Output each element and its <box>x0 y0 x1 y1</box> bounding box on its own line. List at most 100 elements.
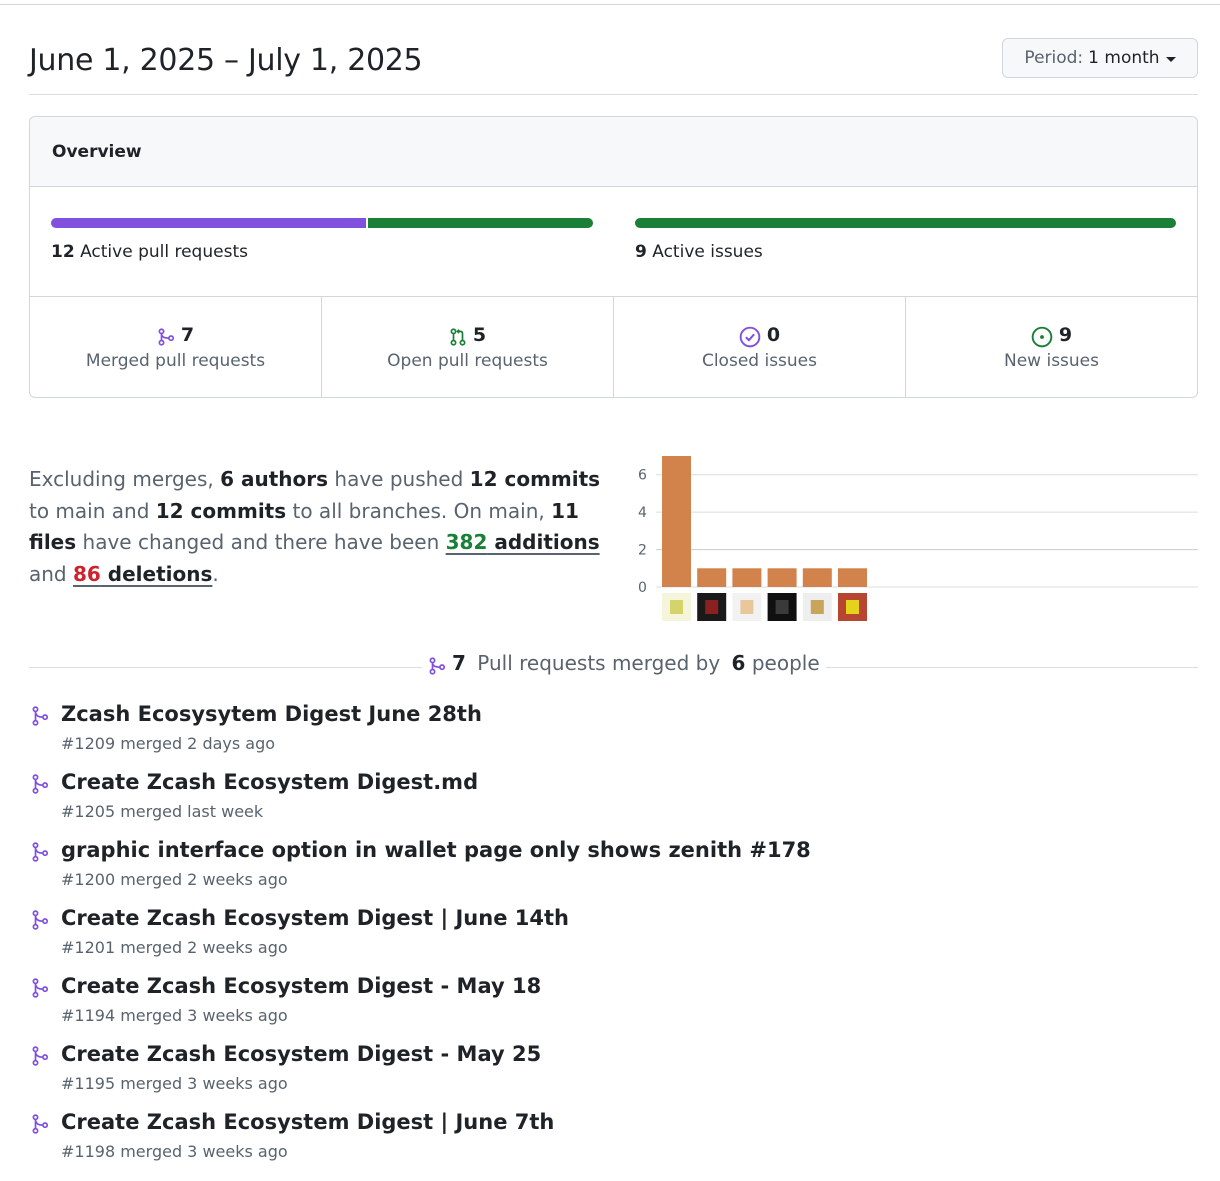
date-range-title: June 1, 2025 – July 1, 2025 <box>29 43 423 78</box>
merged-pr-icon <box>32 706 49 726</box>
pull-request-title-link[interactable]: Create Zcash Ecosystem Digest - May 18 <box>61 974 542 998</box>
open-segment <box>367 218 593 228</box>
merged-pull-request-list: Zcash Ecosysytem Digest June 28th #1209 m… <box>29 700 1198 1176</box>
active-issues-label: Active issues <box>652 242 763 262</box>
pull-request-title-link[interactable]: Create Zcash Ecosystem Digest | June 14t… <box>61 906 569 930</box>
summary-text: have pushed <box>328 467 470 491</box>
pull-request-item: Create Zcash Ecosystem Digest | June 7th… <box>29 1108 1198 1176</box>
active-pull-requests-link[interactable]: 12 Active pull requests <box>51 242 248 262</box>
merged-pr-icon <box>158 328 174 346</box>
pull-request-item: graphic interface option in wallet page … <box>29 836 1198 904</box>
merged-text-people: people <box>745 651 820 675</box>
period-value: 1 month <box>1088 48 1160 68</box>
active-issues-count: 9 <box>635 242 647 262</box>
pull-request-meta: #1209 merged 2 days ago <box>61 734 276 753</box>
overview-header: Overview <box>30 117 1197 187</box>
merged-people-count: 6 <box>731 651 746 675</box>
author-avatar[interactable] <box>802 593 832 621</box>
caret-down-icon <box>1165 56 1176 62</box>
pull-request-meta: #1200 merged 2 weeks ago <box>61 870 288 889</box>
author-avatar[interactable] <box>767 593 797 621</box>
overview-stats: 7 Merged pull requests 5 Open pull reque… <box>30 297 1197 397</box>
closed-issues-count: 0 <box>766 324 781 346</box>
commits-all-count: 12 commits <box>155 498 287 523</box>
author-avatar[interactable] <box>662 593 691 621</box>
pull-request-title-link[interactable]: Create Zcash Ecosystem Digest.md <box>61 770 479 794</box>
top-border <box>0 4 1220 5</box>
chart-y-tick-label: 2 <box>638 543 647 559</box>
active-pr-label: Active pull requests <box>80 242 248 262</box>
merged-pr-label: Merged pull requests <box>85 351 266 371</box>
pull-request-title-link[interactable]: Zcash Ecosysytem Digest June 28th <box>61 702 482 726</box>
author-avatar[interactable] <box>838 593 867 621</box>
commit-summary: Excluding merges, 6 authors have pushed … <box>29 464 609 590</box>
merged-pr-count: 7 <box>180 324 195 346</box>
pull-request-item: Create Zcash Ecosystem Digest | June 14t… <box>29 904 1198 972</box>
pull-request-meta: #1195 merged 3 weeks ago <box>61 1074 288 1093</box>
merged-pr-icon <box>32 1114 49 1134</box>
open-pr-count: 5 <box>472 324 487 346</box>
commits-main-count: 12 commits <box>469 467 601 491</box>
pull-request-meta: #1205 merged last week <box>61 802 264 821</box>
chart-bar[interactable] <box>802 568 832 587</box>
new-issues-count: 9 <box>1058 324 1073 346</box>
pull-request-item: Create Zcash Ecosystem Digest - May 25 #1… <box>29 1040 1198 1108</box>
chart-y-tick-label: 4 <box>638 505 647 521</box>
closed-issues-label: Closed issues <box>701 351 818 371</box>
pull-request-title-link[interactable]: Create Zcash Ecosystem Digest | June 7th <box>61 1110 555 1134</box>
pull-request-title-link[interactable]: Create Zcash Ecosystem Digest - May 25 <box>61 1042 542 1066</box>
additions-word: additions <box>487 530 600 554</box>
merged-pr-icon <box>32 978 49 998</box>
chart-bar[interactable] <box>767 568 797 587</box>
page-header: June 1, 2025 – July 1, 2025 Period: 1 mo… <box>29 38 1198 95</box>
new-issues-segment <box>635 218 1176 228</box>
commits-by-author-chart: 0 2 4 6 <box>638 456 1198 621</box>
stat-open-pull-requests[interactable]: 5 Open pull requests <box>322 297 614 397</box>
author-avatar[interactable] <box>732 593 762 621</box>
deletions-word: deletions <box>100 561 213 586</box>
overview-title: Overview <box>52 141 142 162</box>
chart-bar[interactable] <box>662 456 691 587</box>
active-issues-link[interactable]: 9 Active issues <box>635 242 763 262</box>
pull-request-item: Create Zcash Ecosystem Digest - May 18 #1… <box>29 972 1198 1040</box>
merged-segment <box>51 218 366 228</box>
chart-bar[interactable] <box>838 568 867 587</box>
summary-text: have changed and there have been <box>76 530 446 554</box>
period-label: Period: <box>1024 48 1084 68</box>
pull-request-item: Zcash Ecosysytem Digest June 28th #1209 m… <box>29 700 1198 768</box>
chart-y-tick-label: 0 <box>638 580 647 596</box>
deletions-link[interactable]: 86 deletions <box>73 562 212 586</box>
merged-pr-total: 7 <box>452 651 466 675</box>
chart-y-tick-label: 6 <box>638 468 647 484</box>
additions-count: 382 <box>445 530 488 554</box>
overview-bars: 12 Active pull requests 9 Active issues <box>30 187 1197 297</box>
merged-pr-icon <box>32 910 49 930</box>
closed-issue-icon <box>739 326 761 348</box>
authors-count: 6 authors <box>220 467 329 491</box>
author-avatar[interactable] <box>697 593 727 621</box>
stat-new-issues[interactable]: 9 New issues <box>906 297 1197 397</box>
chart-bar[interactable] <box>697 568 727 587</box>
merged-pr-icon <box>32 842 49 862</box>
deletions-count: 86 <box>72 561 101 586</box>
summary-text: to main and <box>29 498 156 523</box>
files-count: 11 files <box>29 498 579 555</box>
pull-request-title-link[interactable]: graphic interface option in wallet page … <box>61 838 811 862</box>
new-issue-icon <box>1031 326 1053 348</box>
period-dropdown-button[interactable]: Period: 1 month <box>1002 38 1198 78</box>
pull-request-meta: #1194 merged 3 weeks ago <box>61 1006 288 1025</box>
summary-text: and <box>29 561 73 586</box>
open-pr-icon <box>450 328 466 346</box>
merged-pr-icon <box>429 657 446 675</box>
pull-request-item: Create Zcash Ecosystem Digest.md #1205 me… <box>29 768 1198 836</box>
merged-pr-icon <box>32 1046 49 1066</box>
issues-progress-bar <box>635 218 1176 228</box>
summary-text: to all branches. On main, <box>286 498 552 523</box>
additions-link[interactable]: 382 additions <box>446 530 600 554</box>
open-pr-label: Open pull requests <box>387 351 548 371</box>
chart-bar[interactable] <box>732 568 762 587</box>
pull-request-meta: #1201 merged 2 weeks ago <box>61 938 288 957</box>
stat-closed-issues[interactable]: 0 Closed issues <box>614 297 906 397</box>
summary-text: Excluding merges, <box>29 467 221 491</box>
stat-merged-pull-requests[interactable]: 7 Merged pull requests <box>30 297 322 397</box>
